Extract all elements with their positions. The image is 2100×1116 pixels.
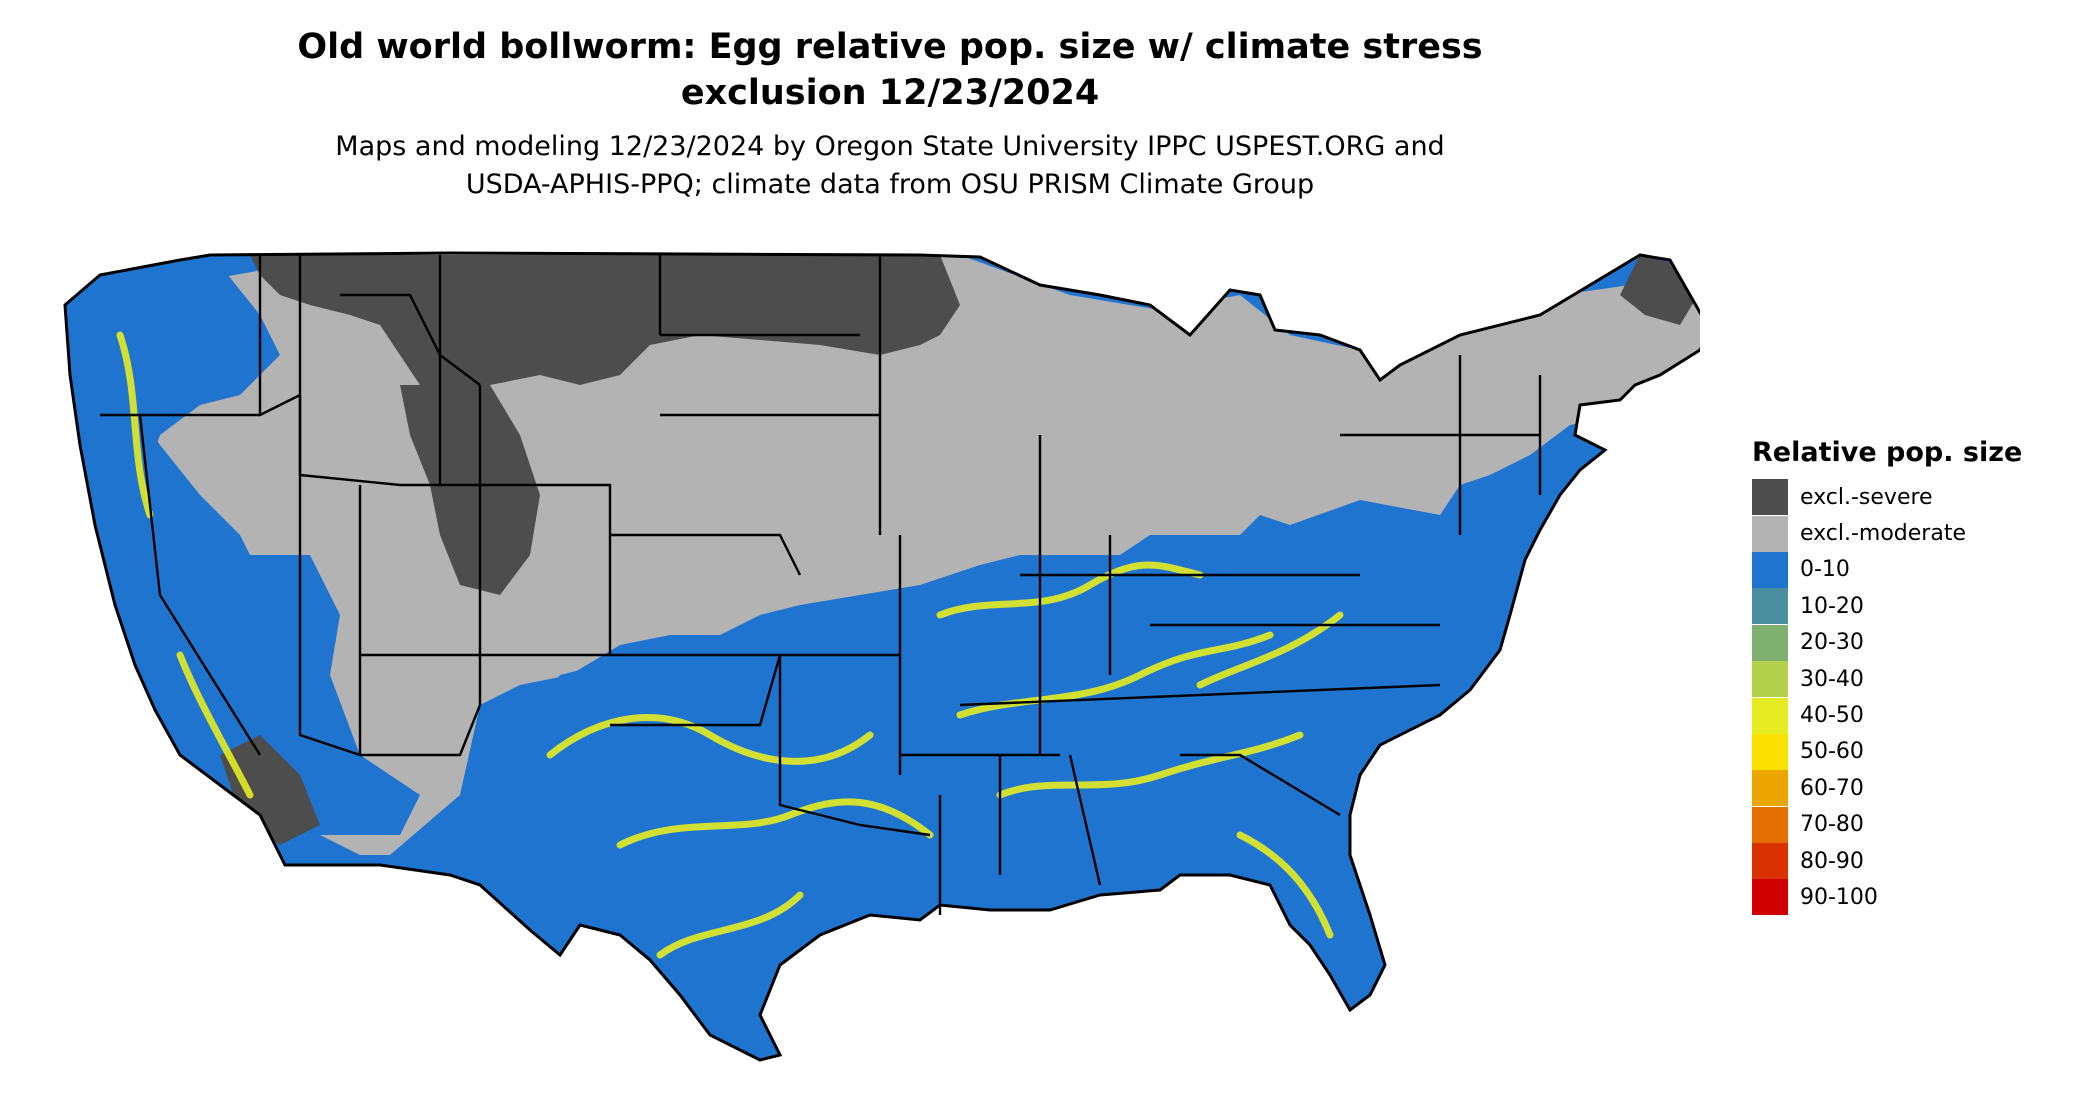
legend-item: 60-70 <box>1752 770 2072 807</box>
legend-swatch <box>1752 479 1788 516</box>
legend-swatch <box>1752 588 1788 625</box>
state-border <box>340 293 481 386</box>
legend-item: 20-30 <box>1752 624 2072 661</box>
legend-item: 90-100 <box>1752 879 2072 916</box>
title-line: Old world bollworm: Egg relative pop. si… <box>297 27 1483 67</box>
legend-label: 80-90 <box>1800 848 1864 874</box>
state-border <box>959 683 1441 707</box>
legend-item: 70-80 <box>1752 806 2072 843</box>
state-border <box>1180 753 1341 817</box>
map-region-severe-north <box>250 255 960 400</box>
legend-swatch <box>1752 733 1788 770</box>
legend-item: excl.-severe <box>1752 479 2072 516</box>
map-hotspot-band <box>176 651 254 799</box>
legend-label: 60-70 <box>1800 775 1864 801</box>
legend-title: Relative pop. size <box>1752 437 2023 468</box>
legend-label: 90-100 <box>1800 884 1878 910</box>
legend-item: 30-40 <box>1752 661 2072 698</box>
map-legend: Relative pop. size excl.-severe excl.-mod… <box>1752 435 2072 916</box>
subtitle-line: Maps and modeling 12/23/2024 by Oregon S… <box>335 131 1445 162</box>
map-region-severe-rockies <box>400 385 540 595</box>
map-fill-layer <box>65 253 1700 1060</box>
legend-item: 40-50 <box>1752 697 2072 734</box>
map-region-moderate-east <box>1310 350 1560 465</box>
map-hotspot-band <box>116 331 154 519</box>
legend-item: 10-20 <box>1752 588 2072 625</box>
legend-label: excl.-severe <box>1800 484 1933 510</box>
legend-label: 0-10 <box>1800 557 1850 583</box>
legend-label: 10-20 <box>1800 593 1864 619</box>
map-region-low-south <box>480 515 1460 1035</box>
subtitle-line: USDA-APHIS-PPQ; climate data from OSU PR… <box>465 169 1315 200</box>
state-borders <box>100 255 1542 915</box>
legend-label: 70-80 <box>1800 812 1864 838</box>
map-hotspot-band <box>616 798 934 849</box>
legend-item: 80-90 <box>1752 843 2072 880</box>
state-border <box>610 533 802 576</box>
legend-swatch <box>1752 551 1788 588</box>
chart-title: Old world bollworm: Egg relative pop. si… <box>240 24 1540 116</box>
map-hotspot-band <box>1236 831 1334 939</box>
legend-swatch <box>1752 843 1788 880</box>
state-border <box>778 655 931 837</box>
chart-subtitle: Maps and modeling 12/23/2024 by Oregon S… <box>240 128 1540 204</box>
map-hotspot-band <box>996 731 1304 799</box>
state-border <box>440 483 612 655</box>
legend-items: excl.-severe excl.-moderate 0-10 10-20 20-30… <box>1752 479 2072 916</box>
legend-swatch <box>1752 697 1788 734</box>
legend-swatch <box>1752 624 1788 661</box>
title-line: exclusion 12/23/2024 <box>680 73 1100 113</box>
map-hotspot-band <box>656 891 804 959</box>
legend-label: 30-40 <box>1800 666 1864 692</box>
us-map <box>63 251 1700 1062</box>
legend-label: 50-60 <box>1800 739 1864 765</box>
map-region-moderate-north <box>120 253 1700 855</box>
legend-swatch <box>1752 770 1788 807</box>
legend-item: excl.-moderate <box>1752 515 2072 552</box>
state-border <box>1068 754 1102 886</box>
state-border <box>298 395 361 757</box>
legend-item: 50-60 <box>1752 733 2072 770</box>
legend-swatch <box>1752 879 1788 916</box>
legend-swatch <box>1752 515 1788 552</box>
state-border <box>138 414 262 756</box>
state-border <box>610 654 782 727</box>
legend-swatch <box>1752 661 1788 698</box>
legend-label: 40-50 <box>1800 703 1864 729</box>
state-border <box>360 704 482 757</box>
legend-label: excl.-moderate <box>1800 521 1966 547</box>
map-hotspot-band <box>546 714 874 765</box>
map-hotspot-band <box>1196 611 1344 689</box>
map-hotspot-band <box>936 561 1204 619</box>
legend-item: 0-10 <box>1752 551 2072 588</box>
legend-label: 20-30 <box>1800 630 1864 656</box>
legend-swatch <box>1752 806 1788 843</box>
state-border <box>298 255 440 487</box>
